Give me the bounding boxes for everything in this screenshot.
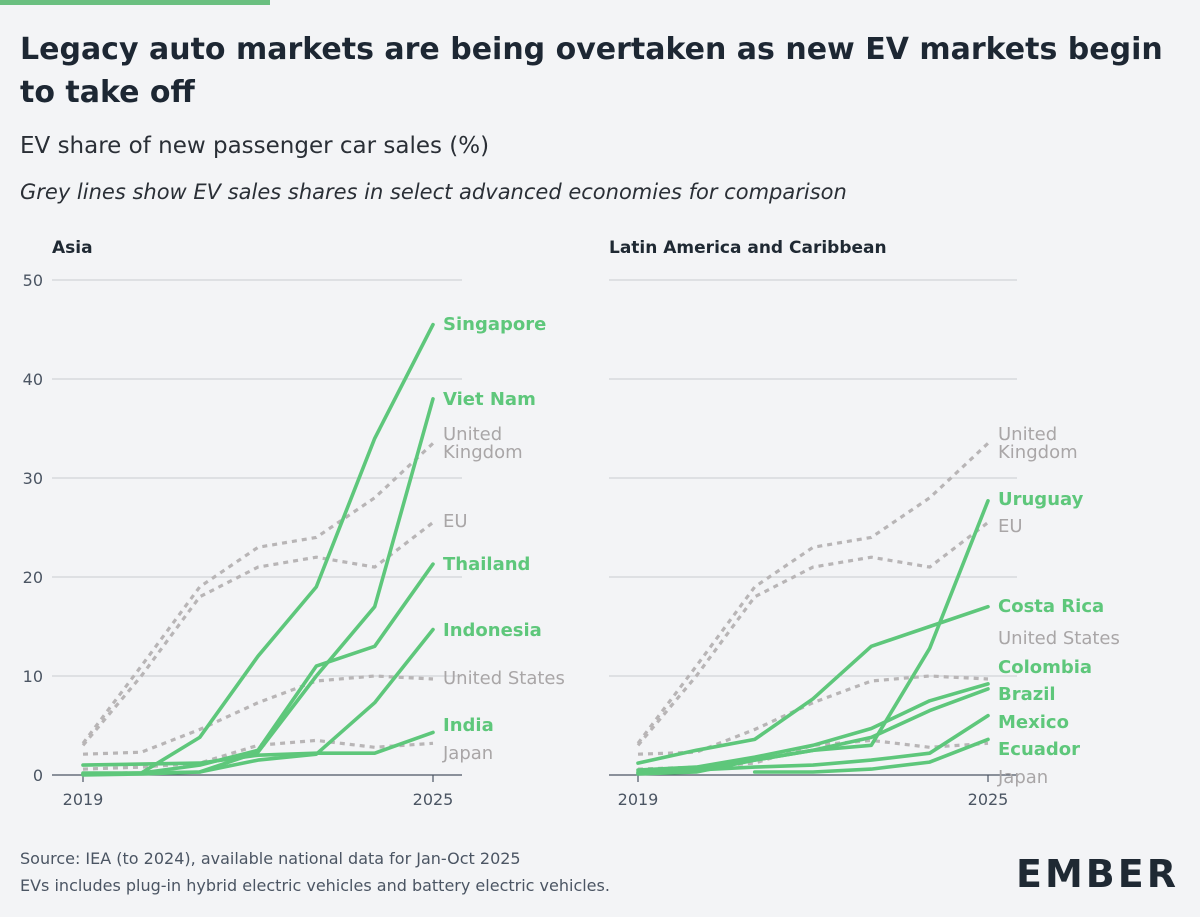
series-label-uruguay: Uruguay — [998, 489, 1084, 510]
series-line-eu — [636, 521, 989, 747]
series-label-united-states: United States — [443, 668, 565, 689]
y-tick-label: 50 — [23, 271, 43, 290]
series-line-indonesia — [81, 627, 435, 776]
chart-title: Legacy auto markets are being overtaken … — [20, 32, 1163, 110]
ember-logo: EMBER — [1016, 852, 1179, 896]
series-line-viet-nam — [81, 396, 435, 777]
y-tick-label: 40 — [23, 370, 43, 389]
series-label-indonesia: Indonesia — [443, 620, 542, 641]
series-label-japan: Japan — [442, 743, 493, 764]
source-line-1: Source: IEA (to 2024), available nationa… — [20, 849, 521, 868]
series-label-kingdom: Kingdom — [443, 442, 523, 463]
chart-note: Grey lines show EV sales shares in selec… — [20, 180, 847, 204]
y-tick-label: 10 — [23, 667, 43, 686]
series-label-costa-rica: Costa Rica — [998, 596, 1104, 617]
x-tick-label: 2019 — [63, 790, 104, 809]
series-line-united-states — [82, 674, 434, 756]
series-line-ecuador — [752, 737, 990, 774]
series-label-india: India — [443, 715, 494, 736]
series-label-thailand: Thailand — [443, 554, 530, 575]
series-label-singapore: Singapore — [443, 314, 546, 335]
series-line-uruguay — [636, 498, 990, 775]
series-label-united: United — [998, 424, 1057, 445]
y-tick-label: 0 — [33, 766, 43, 785]
series-line-thailand — [81, 562, 435, 776]
series-line-costa-rica — [636, 604, 990, 765]
series-label-united-states: United States — [998, 628, 1120, 649]
series-label-kingdom: Kingdom — [998, 442, 1078, 463]
series-label-brazil: Brazil — [998, 684, 1056, 705]
series-label-japan: Japan — [997, 767, 1048, 788]
series-line-mexico — [636, 713, 990, 774]
source-line-2: EVs includes plug-in hybrid electric veh… — [20, 876, 610, 895]
series-line-eu — [81, 521, 434, 747]
series-line-brazil — [636, 687, 990, 776]
panel-title-latam: Latin America and Caribbean — [609, 238, 887, 258]
series-label-eu: EU — [998, 516, 1023, 537]
series-line-united-states — [637, 674, 989, 756]
y-tick-label: 20 — [23, 568, 43, 587]
source-notes: Source: IEA (to 2024), available nationa… — [20, 845, 610, 899]
x-tick-label: 2025 — [413, 790, 454, 809]
panel-title-asia: Asia — [52, 238, 93, 258]
series-label-colombia: Colombia — [998, 657, 1092, 678]
series-line-colombia — [636, 682, 990, 772]
x-tick-label: 2025 — [968, 790, 1009, 809]
x-tick-label: 2019 — [618, 790, 659, 809]
top-accent-bar — [0, 0, 270, 5]
y-tick-label: 30 — [23, 469, 43, 488]
series-label-mexico: Mexico — [998, 712, 1069, 733]
series-label-viet-nam: Viet Nam — [443, 389, 536, 410]
series-label-eu: EU — [443, 511, 468, 532]
series-label-united: United — [443, 424, 502, 445]
chart-subtitle: EV share of new passenger car sales (%) — [20, 133, 490, 159]
series-label-ecuador: Ecuador — [998, 739, 1080, 760]
series-line-india — [81, 730, 435, 767]
